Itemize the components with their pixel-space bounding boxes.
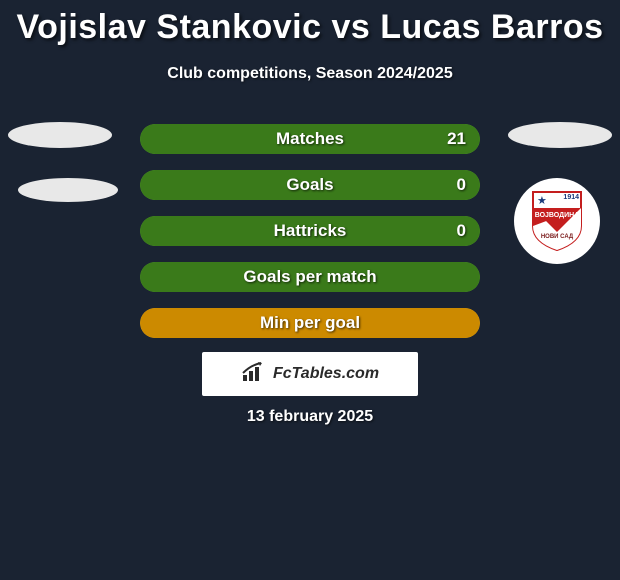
placeholder-ellipse [508, 122, 612, 148]
bar-label: Goals per match [140, 262, 480, 292]
placeholder-ellipse [8, 122, 112, 148]
crest-line2: НОВИ САД [529, 234, 585, 240]
attribution: FcTables.com [202, 352, 418, 396]
subtitle: Club competitions, Season 2024/2025 [0, 65, 620, 83]
bar-label: Goals [140, 170, 480, 200]
attribution-text: FcTables.com [273, 365, 379, 383]
right-player-placeholder [508, 122, 612, 178]
bar-label: Matches [140, 124, 480, 154]
bar-label: Hattricks [140, 216, 480, 246]
page-title: Vojislav Stankovic vs Lucas Barros [0, 0, 620, 47]
crest-circle: ★ 1914 ВОЈВОДИНА НОВИ САД [514, 178, 600, 264]
left-player-placeholder [8, 122, 118, 202]
bar-value: 0 [457, 216, 466, 246]
bar-value: 21 [447, 124, 466, 154]
club-crest: ★ 1914 ВОЈВОДИНА НОВИ САД [514, 178, 600, 264]
crest-line1: ВОЈВОДИНА [529, 212, 585, 219]
stat-bar-row: Min per goal [140, 308, 480, 338]
bar-label: Min per goal [140, 308, 480, 338]
date-text: 13 february 2025 [0, 408, 620, 426]
placeholder-ellipse [18, 178, 118, 202]
bar-value: 0 [457, 170, 466, 200]
crest-star-icon: ★ [537, 194, 547, 207]
stat-bars: Matches21Goals0Hattricks0Goals per match… [140, 124, 480, 354]
crest-year: 1914 [563, 194, 579, 201]
chart-icon [241, 361, 267, 388]
stat-bar-row: Hattricks0 [140, 216, 480, 246]
stat-bar-row: Matches21 [140, 124, 480, 154]
crest-shield: ★ 1914 ВОЈВОДИНА НОВИ САД [529, 190, 585, 252]
stat-bar-row: Goals0 [140, 170, 480, 200]
stat-bar-row: Goals per match [140, 262, 480, 292]
